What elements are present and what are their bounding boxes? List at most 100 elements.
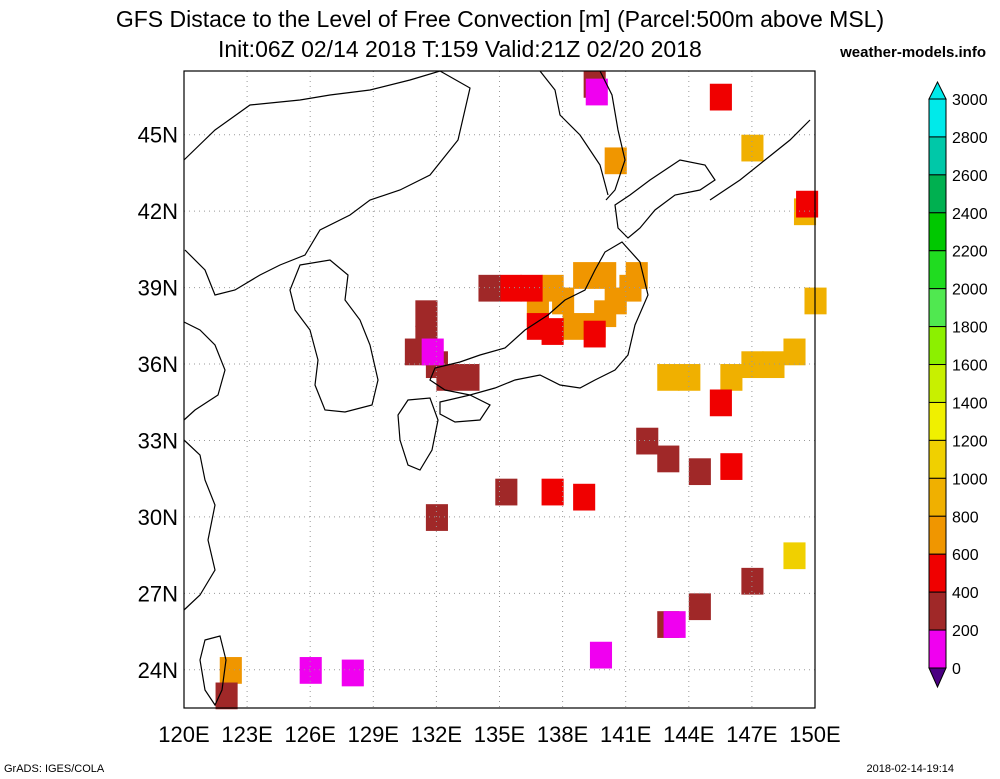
chart-subtitle: Init:06Z 02/14 2018 T:159 Valid:21Z 02/2… [218, 36, 702, 62]
coast-asia-mainland [183, 70, 471, 296]
lon-tick-label: 120E [158, 722, 209, 747]
data-cell [741, 351, 764, 379]
colorbar-swatch [928, 401, 947, 441]
coast-kuril [709, 119, 811, 201]
lat-tick-label: 24N [138, 658, 178, 683]
data-cell [415, 300, 438, 328]
data-cell [709, 389, 732, 417]
data-cell [720, 453, 743, 480]
lat-tick-label: 39N [138, 276, 178, 301]
data-cell [741, 134, 764, 162]
colorbar-label: 600 [952, 547, 979, 564]
colorbar-swatch [928, 136, 947, 176]
colorbar-swatch [928, 288, 947, 328]
data-cell [636, 427, 659, 455]
colorbar-label: 2200 [952, 244, 988, 261]
coast-russia-east [539, 70, 609, 196]
colorbar: 3000280026002400220020001800160014001200… [928, 80, 988, 689]
colorbar-label: 1000 [952, 471, 988, 488]
lon-tick-labels: 120E 123E 126E 129E 132E 135E 138E 141E 144E 147E… [158, 722, 840, 747]
chart-title: GFS Distace to the Level of Free Convect… [115, 6, 885, 32]
colorbar-swatch [928, 174, 947, 214]
data-cell [436, 364, 459, 391]
colorbar-label: 1800 [952, 320, 988, 337]
coast-china-south [183, 439, 216, 611]
lon-tick-label: 126E [285, 722, 336, 747]
data-cell [594, 262, 617, 289]
colorbar-label: 2400 [952, 206, 988, 223]
colorbar-swatch [928, 629, 947, 669]
colorbar-swatch [928, 212, 947, 252]
footer-right: 2018-02-14-19:14 [866, 763, 954, 775]
lat-tick-label: 42N [138, 199, 178, 224]
data-cell [604, 147, 627, 175]
data-cell [657, 364, 680, 391]
data-cell [688, 458, 711, 486]
lat-tick-labels: 45N 42N 39N 36N 33N 30N 27N 24N [138, 123, 178, 683]
data-cell [709, 83, 732, 111]
colorbar-swatch [928, 477, 947, 517]
data-cells [215, 71, 827, 710]
colorbar-swatch [928, 591, 947, 631]
colorbar-label: 0 [952, 661, 961, 678]
lon-tick-label: 147E [726, 722, 777, 747]
data-cell [526, 313, 549, 340]
data-cell [499, 274, 522, 302]
colorbar-label: 3000 [952, 92, 988, 109]
lat-tick-label: 45N [138, 123, 178, 148]
colorbar-swatch [928, 326, 947, 366]
coast-korea [289, 259, 379, 413]
data-cell [299, 657, 322, 684]
data-cell [688, 593, 711, 621]
coast-sakhalin [599, 70, 626, 201]
data-cell [783, 542, 806, 570]
gridlines [184, 71, 815, 708]
colorbar-label: 1200 [952, 433, 988, 450]
colorbar-label: 200 [952, 623, 979, 640]
data-cell [541, 478, 564, 506]
lon-tick-label: 141E [600, 722, 651, 747]
colorbar-label: 1400 [952, 395, 988, 412]
lon-tick-label: 129E [348, 722, 399, 747]
colorbar-label: 1600 [952, 358, 988, 375]
coast-taiwan [199, 635, 227, 707]
colorbar-swatch [928, 250, 947, 290]
colorbar-bottom-arrow [928, 667, 947, 689]
data-cell [421, 338, 444, 366]
colorbar-label: 800 [952, 509, 979, 526]
lon-tick-label: 123E [221, 722, 272, 747]
data-cell [425, 504, 448, 531]
coast-china-east [183, 321, 226, 421]
colorbar-label: 400 [952, 585, 979, 602]
data-cell [783, 338, 806, 366]
lat-tick-label: 27N [138, 581, 178, 606]
data-cell [678, 364, 701, 391]
coastlines [183, 70, 811, 707]
colorbar-label: 2000 [952, 282, 988, 299]
data-cell [341, 659, 364, 687]
data-cell [796, 190, 819, 218]
data-cell [404, 338, 427, 366]
site-label: weather-models.info [840, 44, 986, 61]
data-cell [478, 274, 501, 302]
lon-tick-label: 135E [474, 722, 525, 747]
coast-honshu [429, 241, 649, 396]
coast-shikoku [439, 394, 491, 423]
data-cell [585, 78, 608, 106]
data-cell [762, 351, 785, 379]
colorbar-swatch [928, 364, 947, 403]
data-cell [562, 313, 585, 340]
lon-tick-label: 132E [411, 722, 462, 747]
data-cell [589, 641, 613, 669]
data-cell [583, 320, 606, 348]
lat-tick-label: 36N [138, 352, 178, 377]
lon-tick-label: 144E [663, 722, 714, 747]
coast-kyushu [397, 397, 439, 471]
data-cell [741, 567, 764, 595]
colorbar-swatch [928, 553, 947, 593]
data-cell [541, 274, 564, 302]
lat-tick-label: 33N [138, 428, 178, 453]
coast-hokkaido [614, 159, 716, 239]
data-cell [520, 274, 543, 302]
